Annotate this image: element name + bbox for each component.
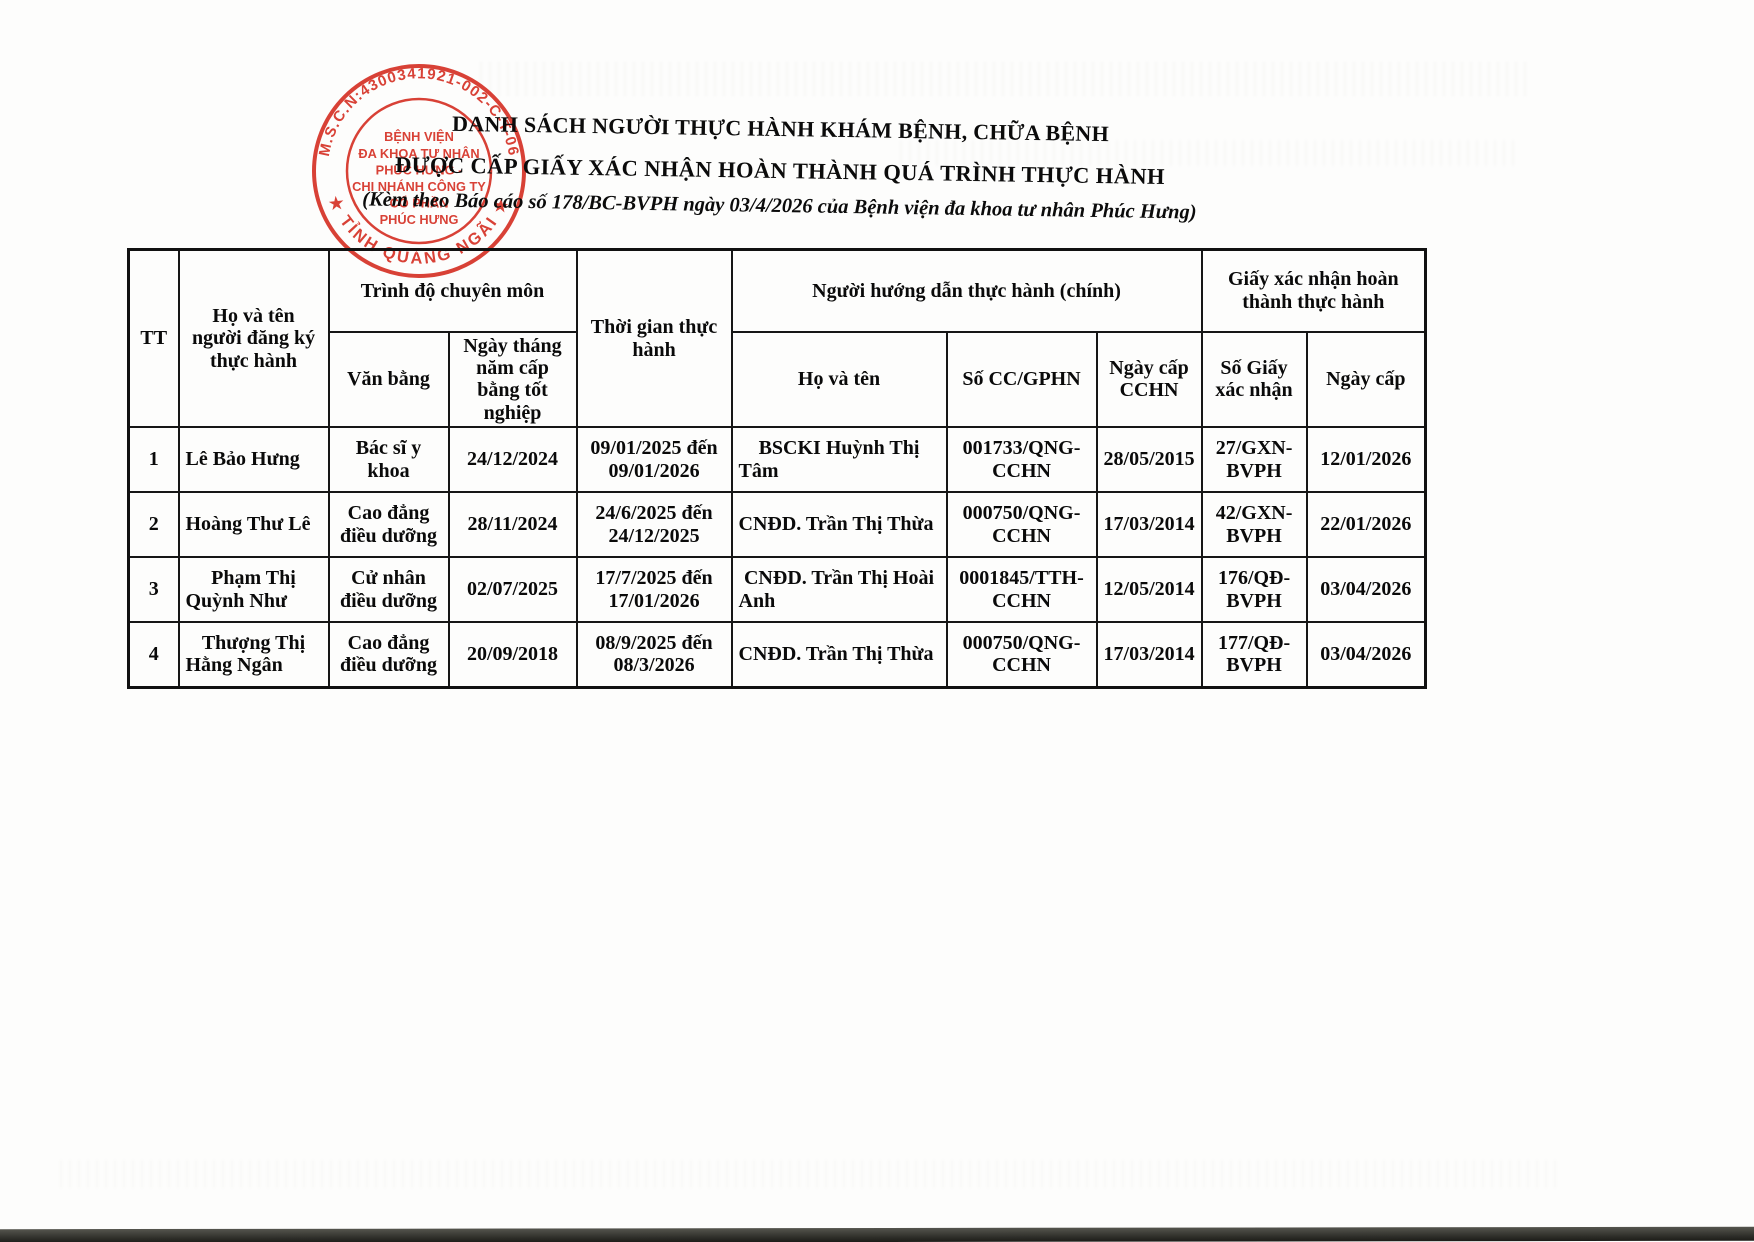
table-cell: 27/GXN-BVPH <box>1200 426 1308 494</box>
table-cell: 20/09/2018 <box>447 621 578 689</box>
table-cell: Bác sĩ y khoa <box>327 426 450 494</box>
header-cert-number: Số Giấy xác nhận <box>1200 330 1308 429</box>
header-registrant-name: Họ và tên người đăng ký thực hành <box>177 248 330 429</box>
seal-inner-line: ĐA KHOA TƯ NHÂN <box>358 146 479 161</box>
table-cell: 09/01/2025 đến 09/01/2026 <box>575 426 733 494</box>
table-cell: 1 <box>127 426 180 494</box>
header-degree: Văn bằng <box>327 330 450 429</box>
table-row: 4 Thượng Thị Hằng Ngân Cao đẳng điều dưỡ… <box>127 621 1427 689</box>
header-degree-date: Ngày tháng năm cấp bằng tốt nghiệp <box>447 330 578 429</box>
document-title-line2: ĐƯỢC CẤP GIẤY XÁC NHẬN HOÀN THÀNH QUÁ TR… <box>394 151 1166 190</box>
practitioners-table: TT Họ và tên người đăng ký thực hành Trì… <box>127 248 1428 689</box>
document-title-block: DANH SÁCH NGƯỜI THỰC HÀNH KHÁM BỆNH, CHỮ… <box>329 109 1230 225</box>
table-cell: 17/03/2014 <box>1095 491 1203 559</box>
seal-inner-line: CHI NHÁNH CÔNG TY <box>352 179 486 194</box>
table-cell: 17/7/2025 đến 17/01/2026 <box>575 556 733 624</box>
table-cell: Lê Bảo Hưng <box>177 426 330 494</box>
table-cell: 000750/QNG-CCHN <box>945 491 1098 559</box>
table-cell: 42/GXN-BVPH <box>1200 491 1308 559</box>
scan-noise <box>60 1160 1560 1188</box>
header-supervisor-group: Người hướng dẫn thực hành (chính) <box>730 248 1203 333</box>
table-cell: 24/6/2025 đến 24/12/2025 <box>575 491 733 559</box>
header-practice-time: Thời gian thực hành <box>575 248 733 429</box>
table-row: 2 Hoàng Thư Lê Cao đẳng điều dưỡng 28/11… <box>127 491 1427 559</box>
table-cell: 12/05/2014 <box>1095 556 1203 624</box>
scan-edge-bar <box>0 1226 1754 1242</box>
table-cell: 2 <box>127 491 180 559</box>
header-cert-date: Ngày cấp <box>1305 330 1427 429</box>
document-title-line1: DANH SÁCH NGƯỜI THỰC HÀNH KHÁM BỆNH, CHỮ… <box>451 110 1110 147</box>
table-cell: Cử nhân điều dưỡng <box>327 556 450 624</box>
table-cell: 03/04/2026 <box>1305 621 1427 689</box>
table-cell: 177/QĐ-BVPH <box>1200 621 1308 689</box>
table-cell: 22/01/2026 <box>1305 491 1427 559</box>
table-cell: 03/04/2026 <box>1305 556 1427 624</box>
table-cell: 176/QĐ-BVPH <box>1200 556 1308 624</box>
table-cell: 4 <box>127 621 180 689</box>
table-cell: 3 <box>127 556 180 624</box>
table-cell: Phạm Thị Quỳnh Như <box>177 556 330 624</box>
table-cell: 001733/QNG-CCHN <box>945 426 1098 494</box>
header-tt: TT <box>127 248 180 429</box>
seal-inner-line: BỆNH VIỆN <box>384 129 454 144</box>
seal-inner-line: PHÚC HƯNG - <box>376 163 463 178</box>
header-cchn-date: Ngày cấp CCHN <box>1095 330 1203 429</box>
table-cell: 0001845/TTH-CCHN <box>945 556 1098 624</box>
table-cell: 12/01/2026 <box>1305 426 1427 494</box>
table-cell: 28/11/2024 <box>447 491 578 559</box>
scan-noise <box>480 62 1530 96</box>
table-cell: Cao đẳng điều dưỡng <box>327 491 450 559</box>
table-cell: CNĐD. Trần Thị Thừa <box>730 621 948 689</box>
header-cc-number: Số CC/GPHN <box>945 330 1098 429</box>
hospital-seal: M.S.C.N:4300341921-002-C-T-06 ★ TỈNH QUẢ… <box>312 64 526 278</box>
seal-inner-line: PHÚC HƯNG <box>380 212 459 227</box>
seal-inner-ring <box>345 97 493 245</box>
table-cell: 28/05/2015 <box>1095 426 1203 494</box>
table-row: 3 Phạm Thị Quỳnh Như Cử nhân điều dưỡng … <box>127 556 1427 624</box>
table-cell: 02/07/2025 <box>447 556 578 624</box>
table-cell: 17/03/2014 <box>1095 621 1203 689</box>
table-row: 1 Lê Bảo Hưng Bác sĩ y khoa 24/12/2024 0… <box>127 426 1427 494</box>
table-cell: BSCKI Huỳnh Thị Tâm <box>730 426 948 494</box>
seal-inner-line: CỔ PHẦN <box>389 196 448 211</box>
table-cell: Thượng Thị Hằng Ngân <box>177 621 330 689</box>
header-certificate-group: Giấy xác nhận hoàn thành thực hành <box>1200 248 1427 333</box>
header-qualification-group: Trình độ chuyên môn <box>327 248 578 333</box>
header-supervisor-name: Họ và tên <box>730 330 948 429</box>
table-cell: 08/9/2025 đến 08/3/2026 <box>575 621 733 689</box>
table-cell: CNĐD. Trần Thị Hoài Anh <box>730 556 948 624</box>
table-cell: 24/12/2024 <box>447 426 578 494</box>
table-cell: CNĐD. Trần Thị Thừa <box>730 491 948 559</box>
table-cell: Hoàng Thư Lê <box>177 491 330 559</box>
table-cell: Cao đẳng điều dưỡng <box>327 621 450 689</box>
table-cell: 000750/QNG-CCHN <box>945 621 1098 689</box>
